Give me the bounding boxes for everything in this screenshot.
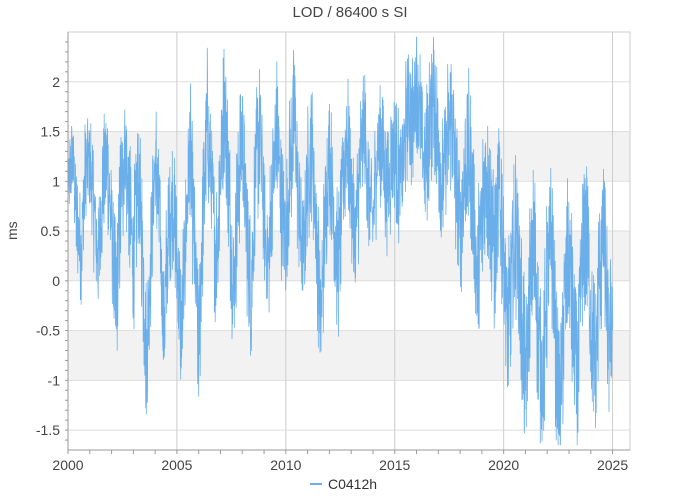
grid-band [68, 330, 630, 381]
chart-title: LOD / 86400 s SI [292, 4, 408, 21]
y-tick-label: -1.5 [36, 422, 60, 438]
series-group [67, 36, 613, 446]
y-tick-label: -0.5 [36, 323, 60, 339]
x-tick-label: 2000 [52, 457, 83, 473]
y-tick-label: 0 [52, 273, 60, 289]
y-tick-label: 2 [52, 74, 60, 90]
x-tick-label: 2005 [161, 457, 192, 473]
x-tick-label: 2010 [270, 457, 301, 473]
series-line-c0412h [67, 36, 613, 446]
y-tick-label: 1 [52, 173, 60, 189]
x-tick-label: 2025 [597, 457, 628, 473]
y-tick-label: -1 [48, 372, 61, 388]
y-tick-label: 1.5 [41, 124, 61, 140]
x-tick-label: 2020 [488, 457, 519, 473]
legend[interactable]: C0412h [310, 476, 377, 492]
legend-swatch [310, 483, 322, 485]
axes: -1.5 -1 -0.5 0 0.5 1 1.5 2 2000 2005 2010 2015 2020 2… [36, 31, 631, 473]
y-tick-label: 0.5 [41, 223, 61, 239]
legend-label: C0412h [328, 476, 378, 492]
x-tick-label: 2015 [379, 457, 410, 473]
